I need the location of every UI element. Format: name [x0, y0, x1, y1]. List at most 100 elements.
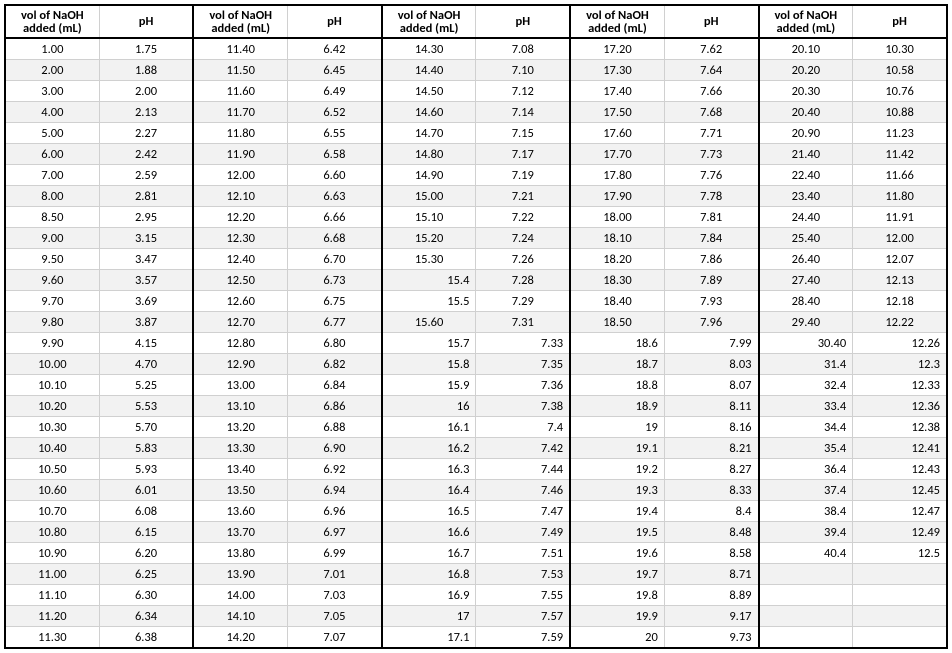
table-row: 11.106.3014.007.0316.97.5519.88.89	[5, 585, 947, 606]
cell-ph: 5.93	[99, 459, 193, 480]
cell-vol: 11.60	[193, 81, 287, 102]
table-row: 10.205.5313.106.86167.3818.98.1133.412.3…	[5, 396, 947, 417]
cell-vol: 10.90	[5, 543, 99, 564]
cell-vol: 18.8	[570, 375, 664, 396]
cell-ph: 7.29	[476, 291, 570, 312]
cell-vol: 18.6	[570, 333, 664, 354]
cell-vol: 26.40	[759, 249, 853, 270]
col-header-ph-3: pH	[476, 5, 570, 38]
cell-vol: 16.6	[382, 522, 476, 543]
cell-vol: 19.7	[570, 564, 664, 585]
table-row: 8.002.8112.106.6315.007.2117.907.7823.40…	[5, 186, 947, 207]
cell-vol: 16	[382, 396, 476, 417]
cell-ph: 7.57	[476, 606, 570, 627]
cell-ph: 7.28	[476, 270, 570, 291]
cell-vol: 14.40	[382, 60, 476, 81]
col-header-vol-3: vol of NaOH added (mL)	[382, 5, 476, 38]
cell-ph: 5.25	[99, 375, 193, 396]
cell-vol: 20.40	[759, 102, 853, 123]
cell-ph: 8.58	[664, 543, 758, 564]
cell-vol: 15.60	[382, 312, 476, 333]
cell-vol: 20	[570, 627, 664, 649]
table-row: 10.105.2513.006.8415.97.3618.88.0732.412…	[5, 375, 947, 396]
cell-vol: 28.40	[759, 291, 853, 312]
cell-vol: 18.50	[570, 312, 664, 333]
cell-vol: 15.7	[382, 333, 476, 354]
cell-vol: 13.70	[193, 522, 287, 543]
cell-vol: 17.80	[570, 165, 664, 186]
cell-ph: 7.93	[664, 291, 758, 312]
cell-ph	[853, 564, 947, 585]
cell-ph: 7.21	[476, 186, 570, 207]
cell-ph: 7.86	[664, 249, 758, 270]
cell-ph: 6.73	[288, 270, 382, 291]
cell-vol: 12.80	[193, 333, 287, 354]
cell-ph: 11.42	[853, 144, 947, 165]
cell-vol: 16.4	[382, 480, 476, 501]
cell-ph: 12.5	[853, 543, 947, 564]
cell-ph: 2.95	[99, 207, 193, 228]
cell-ph: 3.15	[99, 228, 193, 249]
cell-ph: 6.75	[288, 291, 382, 312]
cell-vol: 20.30	[759, 81, 853, 102]
col-header-ph-4: pH	[664, 5, 758, 38]
cell-vol: 6.00	[5, 144, 99, 165]
cell-vol: 13.40	[193, 459, 287, 480]
cell-vol: 24.40	[759, 207, 853, 228]
cell-vol: 15.4	[382, 270, 476, 291]
cell-ph: 4.15	[99, 333, 193, 354]
cell-vol: 14.90	[382, 165, 476, 186]
cell-ph: 12.07	[853, 249, 947, 270]
table-row: 5.002.2711.806.5514.707.1517.607.7120.90…	[5, 123, 947, 144]
cell-vol: 16.9	[382, 585, 476, 606]
cell-vol: 17.1	[382, 627, 476, 649]
cell-ph: 8.89	[664, 585, 758, 606]
table-row: 10.706.0813.606.9616.57.4719.48.438.412.…	[5, 501, 947, 522]
cell-ph	[853, 606, 947, 627]
cell-ph: 7.64	[664, 60, 758, 81]
cell-ph: 7.84	[664, 228, 758, 249]
cell-ph: 7.24	[476, 228, 570, 249]
cell-ph: 7.17	[476, 144, 570, 165]
cell-ph: 6.52	[288, 102, 382, 123]
cell-ph: 6.92	[288, 459, 382, 480]
cell-vol: 8.50	[5, 207, 99, 228]
cell-vol: 18.10	[570, 228, 664, 249]
cell-ph: 6.88	[288, 417, 382, 438]
cell-ph: 7.53	[476, 564, 570, 585]
cell-vol: 40.4	[759, 543, 853, 564]
cell-ph: 7.99	[664, 333, 758, 354]
cell-vol: 34.4	[759, 417, 853, 438]
cell-vol: 33.4	[759, 396, 853, 417]
cell-vol: 12.60	[193, 291, 287, 312]
table-row: 1.001.7511.406.4214.307.0817.207.6220.10…	[5, 38, 947, 60]
cell-ph: 2.13	[99, 102, 193, 123]
cell-vol: 14.00	[193, 585, 287, 606]
cell-ph: 6.49	[288, 81, 382, 102]
cell-vol: 15.8	[382, 354, 476, 375]
cell-vol: 10.00	[5, 354, 99, 375]
cell-ph: 6.99	[288, 543, 382, 564]
cell-ph: 7.44	[476, 459, 570, 480]
cell-vol: 11.10	[5, 585, 99, 606]
cell-ph: 10.76	[853, 81, 947, 102]
cell-vol: 13.10	[193, 396, 287, 417]
cell-vol: 10.20	[5, 396, 99, 417]
cell-vol: 2.00	[5, 60, 99, 81]
table-row: 10.505.9313.406.9216.37.4419.28.2736.412…	[5, 459, 947, 480]
cell-ph: 6.58	[288, 144, 382, 165]
cell-ph: 2.59	[99, 165, 193, 186]
cell-vol: 11.80	[193, 123, 287, 144]
cell-ph: 8.11	[664, 396, 758, 417]
cell-vol: 9.60	[5, 270, 99, 291]
cell-vol: 29.40	[759, 312, 853, 333]
cell-ph: 6.82	[288, 354, 382, 375]
cell-vol: 10.60	[5, 480, 99, 501]
cell-vol: 20.20	[759, 60, 853, 81]
cell-ph: 7.55	[476, 585, 570, 606]
cell-ph: 7.4	[476, 417, 570, 438]
cell-vol: 10.70	[5, 501, 99, 522]
cell-ph: 7.03	[288, 585, 382, 606]
cell-ph: 12.47	[853, 501, 947, 522]
cell-vol	[759, 606, 853, 627]
